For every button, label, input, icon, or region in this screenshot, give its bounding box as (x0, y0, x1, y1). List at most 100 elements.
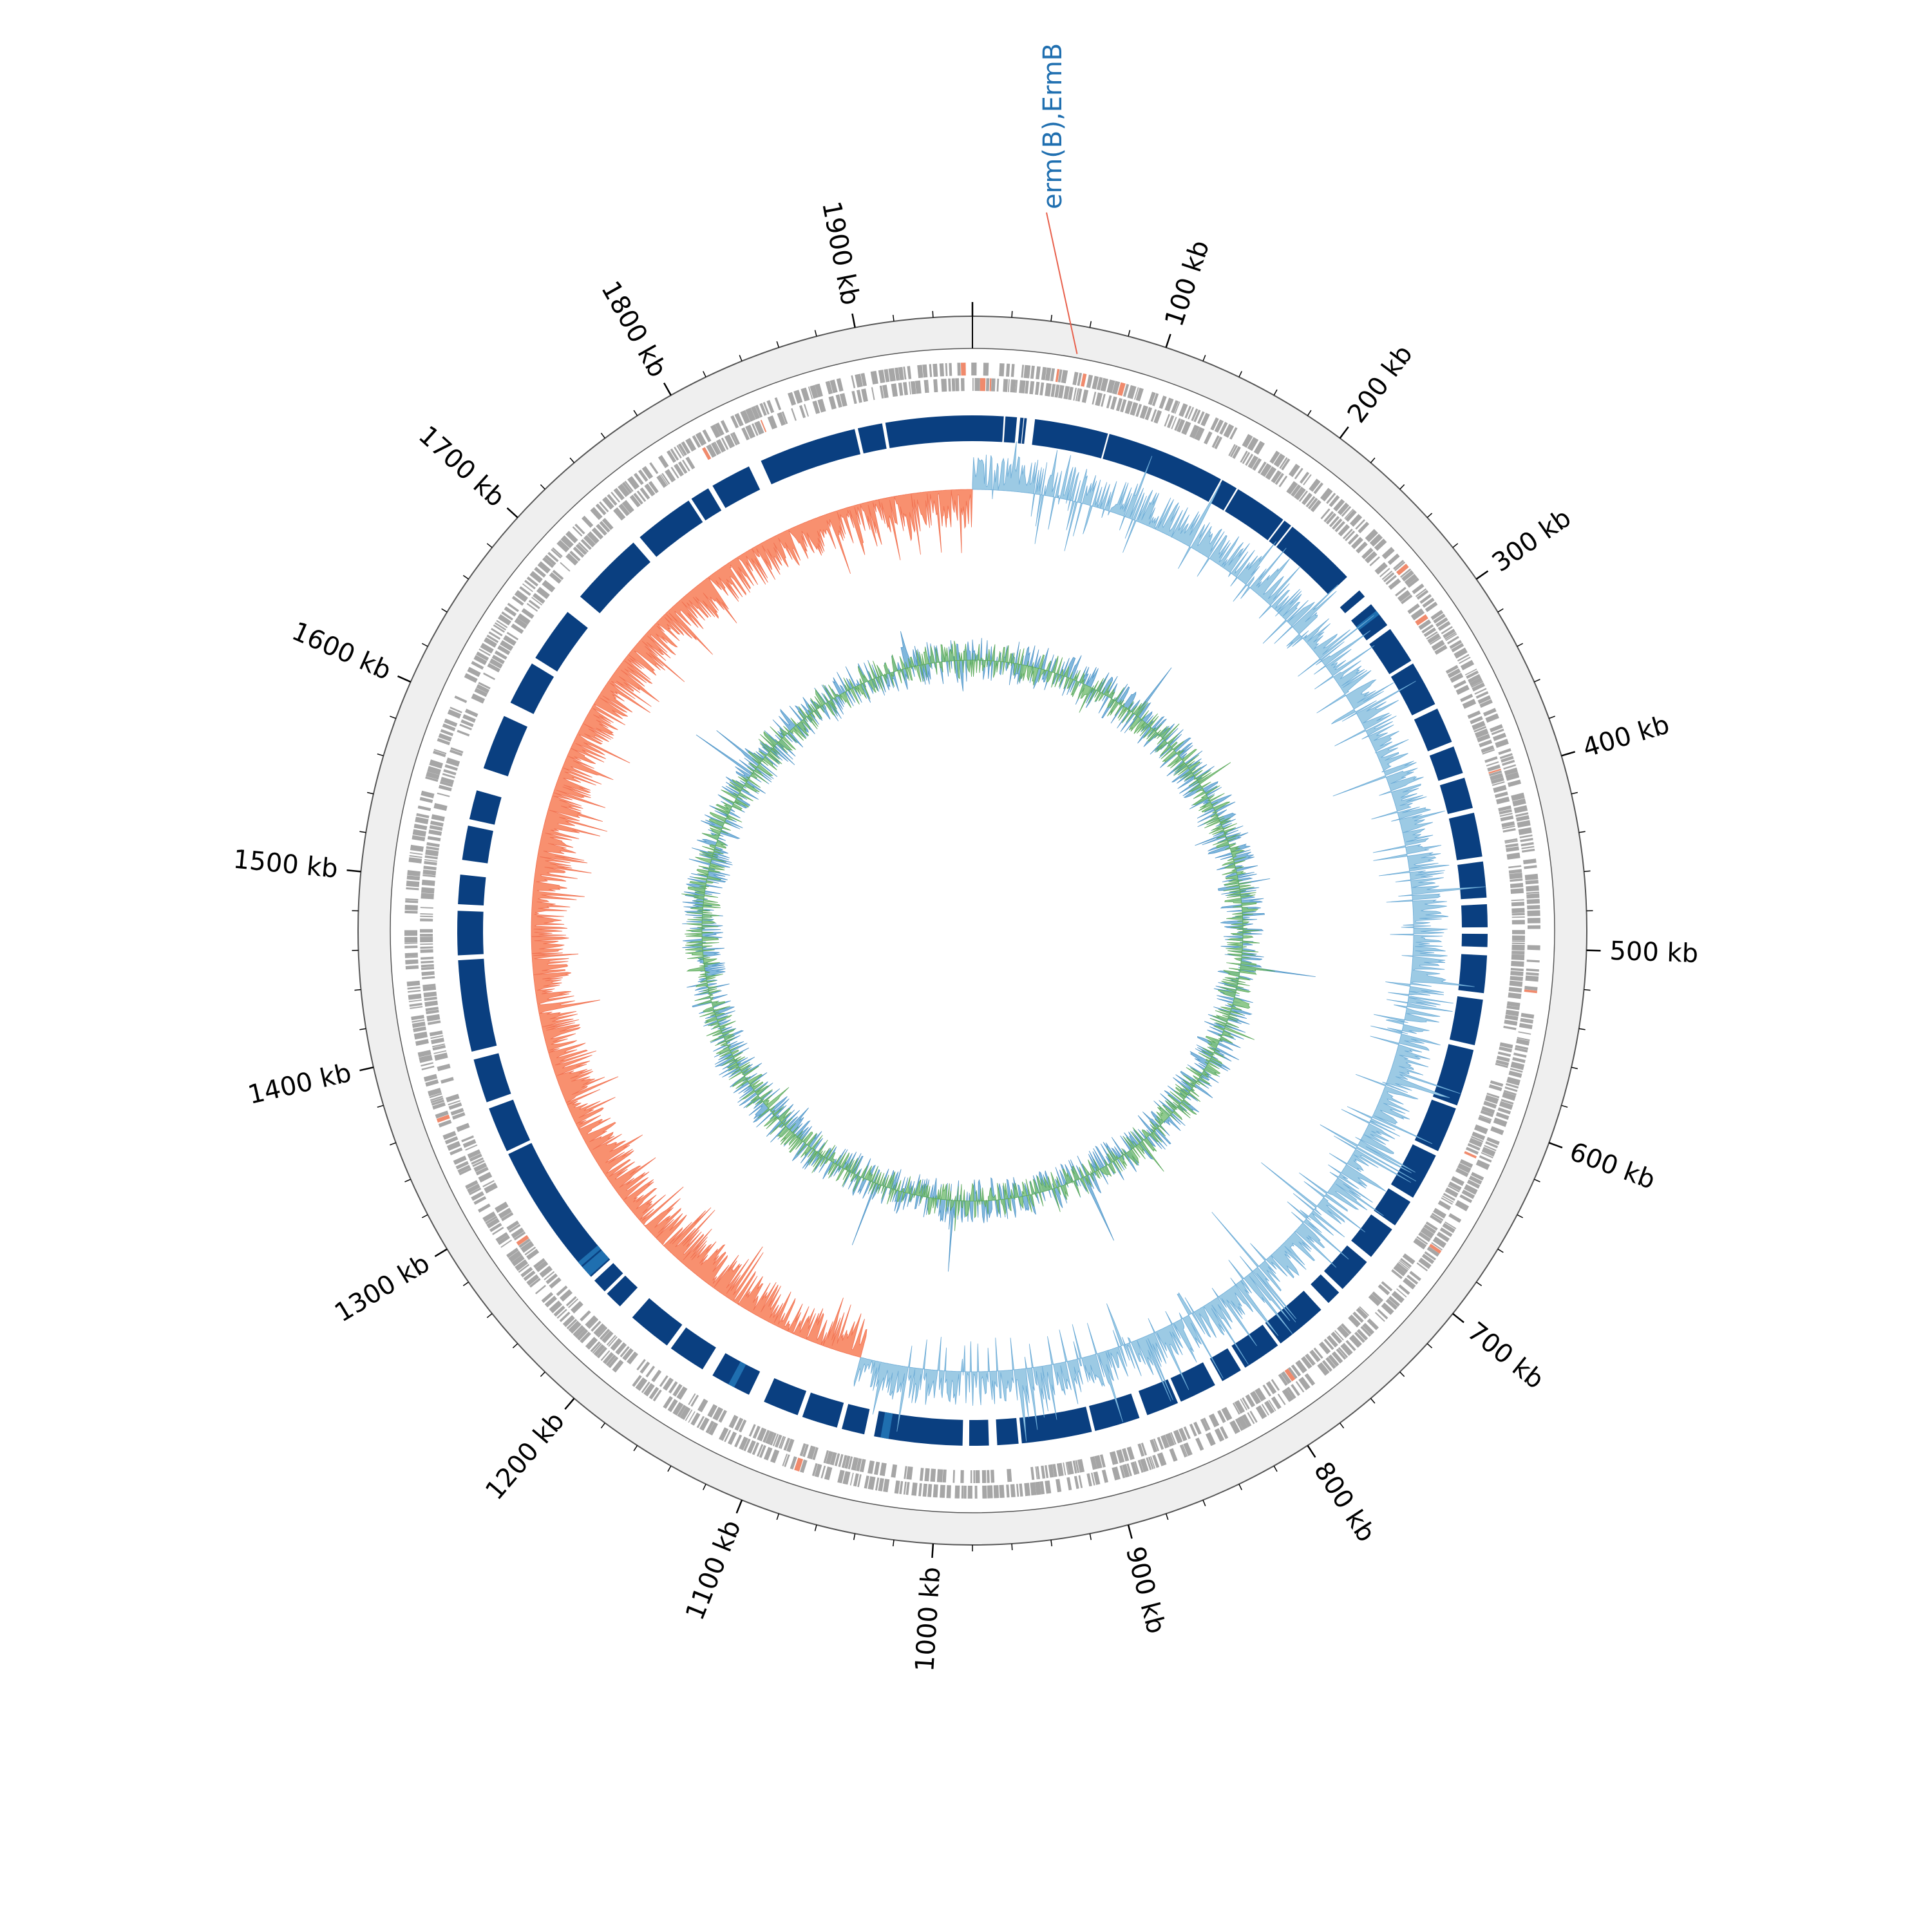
cds-feature (1245, 1394, 1256, 1408)
homology-block (712, 466, 761, 508)
cds-feature (535, 1285, 546, 1294)
cds-feature (1493, 732, 1506, 741)
cds-feature (1282, 1388, 1294, 1403)
cds-feature (603, 1352, 614, 1365)
cds-feature (1403, 1277, 1416, 1290)
cds-feature (1471, 1135, 1484, 1142)
homology-block (1340, 590, 1365, 614)
cds-feature (1489, 770, 1502, 777)
cds-feature (1511, 916, 1525, 918)
cds-feature (1332, 518, 1343, 530)
cds-feature (672, 1383, 683, 1397)
cds-feature (874, 1461, 880, 1475)
homology-block-variant (728, 1361, 746, 1388)
cds-feature (425, 1079, 439, 1087)
cds-feature (1100, 377, 1108, 392)
cds-feature (728, 1431, 737, 1445)
cds-feature (1261, 1403, 1269, 1416)
cds-feature (914, 380, 922, 394)
homology-block (1089, 1393, 1140, 1431)
cds-feature (585, 1315, 598, 1329)
major-tick (346, 869, 361, 873)
cds-feature (762, 402, 770, 415)
cds-feature (1475, 691, 1489, 699)
cds-feature (430, 820, 444, 827)
minor-tick (1399, 1371, 1405, 1378)
cds-feature (551, 549, 562, 559)
cds-feature (690, 1394, 699, 1407)
cds-feature (1432, 1236, 1446, 1248)
cds-feature (1506, 1001, 1520, 1007)
cds-feature (1347, 533, 1359, 545)
cds-feature (1484, 1095, 1499, 1104)
cds-feature (1271, 1396, 1282, 1410)
tick-label: 1700 kb (413, 421, 511, 513)
cds-feature (1472, 1132, 1486, 1141)
cds-feature (1007, 379, 1010, 392)
cds-feature (1152, 1455, 1160, 1468)
cds-feature (572, 526, 583, 537)
cds-feature (784, 1454, 790, 1467)
cds-feature (430, 1097, 444, 1104)
cds-feature (1393, 560, 1405, 570)
cds-feature (471, 661, 484, 670)
cds-feature (524, 1246, 536, 1256)
cds-feature (415, 817, 429, 824)
cds-feature (1250, 1390, 1262, 1405)
cds-feature (478, 1171, 493, 1183)
cds-feature (498, 1208, 512, 1219)
cds-feature (702, 429, 712, 442)
cds-feature (1466, 670, 1479, 679)
cds-feature (1415, 614, 1428, 626)
tick-label: 300 kb (1487, 503, 1577, 578)
cds-feature (740, 410, 751, 424)
cds-feature (526, 1274, 540, 1286)
cds-feature (544, 554, 556, 566)
cds-feature (1289, 464, 1300, 477)
cds-feature (404, 952, 418, 957)
cds-feature (1159, 395, 1167, 409)
cds-feature (1235, 1418, 1244, 1431)
minor-tick (1578, 831, 1586, 833)
cds-feature (1072, 372, 1079, 386)
cds-feature (1420, 1227, 1434, 1239)
cds-feature (1453, 679, 1466, 689)
cds-feature (1372, 1291, 1383, 1303)
cds-feature (1229, 427, 1238, 440)
cds-feature (1191, 408, 1198, 421)
cds-feature (745, 408, 756, 422)
cds-feature (676, 1386, 688, 1400)
cds-feature (1271, 470, 1282, 484)
cds-feature (622, 1348, 634, 1361)
cds-feature (1360, 1325, 1372, 1337)
homology-block (1021, 418, 1027, 444)
cds-feature (1333, 498, 1345, 512)
cds-feature (1511, 961, 1524, 967)
cds-feature (638, 469, 649, 482)
cds-feature (906, 1466, 913, 1480)
cds-feature (407, 986, 421, 990)
cds-feature (1116, 1449, 1125, 1463)
cds-feature (461, 1135, 474, 1142)
cds-feature (426, 842, 440, 848)
cds-feature (1526, 898, 1540, 904)
homology-block (1209, 480, 1237, 511)
cds-feature (1209, 1413, 1220, 1428)
cds-feature (941, 379, 947, 392)
cds-feature (1504, 840, 1518, 844)
cds-feature (1496, 797, 1510, 804)
cds-feature (1189, 1423, 1197, 1437)
cds-feature (428, 1088, 442, 1097)
cds-feature (1368, 1293, 1381, 1307)
cds-feature (1090, 1456, 1097, 1470)
cds-feature (812, 1447, 819, 1461)
cds-feature (1291, 1384, 1300, 1396)
cds-feature (460, 719, 474, 728)
cds-feature (820, 1465, 826, 1479)
cds-feature (707, 1404, 718, 1418)
cds-feature (1495, 791, 1508, 799)
cds-feature (1425, 601, 1438, 612)
cds-feature (456, 1122, 470, 1132)
cds-feature (1210, 417, 1219, 431)
cds-feature (743, 1438, 751, 1452)
